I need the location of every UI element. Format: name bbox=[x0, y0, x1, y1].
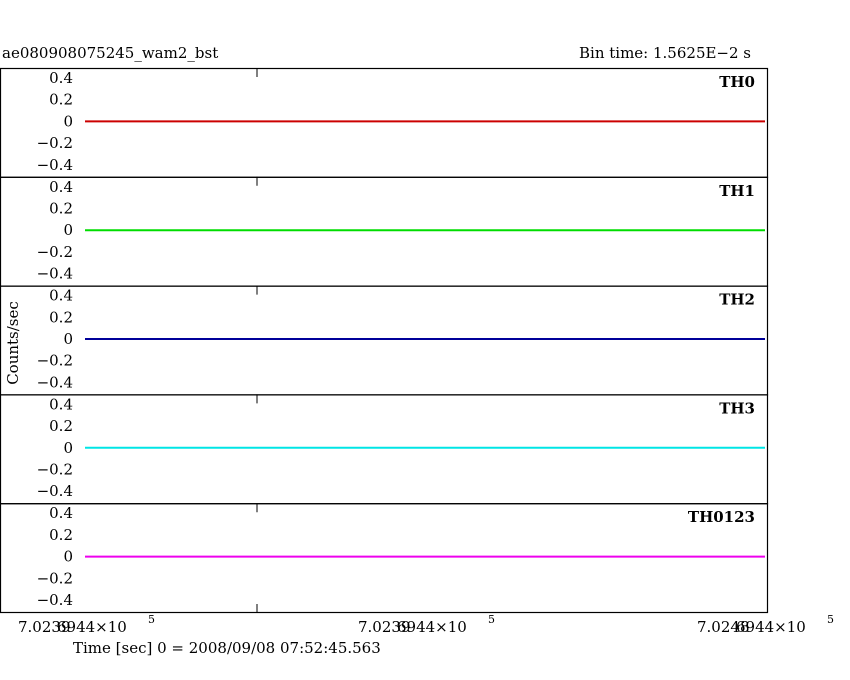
panel-frame bbox=[0, 394, 769, 505]
panel-frame bbox=[0, 176, 769, 287]
series-label-th0: TH0 bbox=[719, 73, 755, 91]
series-label-th3: TH3 bbox=[719, 399, 755, 417]
x-tick-label-base: 7.0239 bbox=[18, 618, 71, 636]
y-tick-label: −0.2 bbox=[37, 243, 73, 261]
x-tick-label-base: 7.0239 bbox=[358, 618, 411, 636]
y-tick-label: 0.2 bbox=[49, 417, 73, 435]
x-tick-label-exponent: 5 bbox=[148, 613, 155, 626]
x-tick-label-base: 7.0248 bbox=[697, 618, 750, 636]
y-tick-label: 0.4 bbox=[49, 287, 73, 305]
panel-th2: 0.4 0.2 0 −0.2 −0.4 TH2 bbox=[0, 285, 769, 396]
x-tick-label-overlay: 6944×10 bbox=[57, 618, 127, 636]
series-label-th2: TH2 bbox=[719, 291, 755, 309]
panel-th1: 0.4 0.2 0 −0.2 −0.4 TH1 bbox=[0, 176, 769, 287]
chart-title: ae080908075245_wam2_bst bbox=[2, 44, 219, 62]
y-tick-label: −0.4 bbox=[37, 156, 73, 174]
y-tick-label: 0.4 bbox=[49, 178, 73, 196]
y-tick-label: 0.2 bbox=[49, 200, 73, 218]
y-tick-label: 0 bbox=[63, 548, 73, 566]
y-tick-label: −0.4 bbox=[37, 373, 73, 391]
y-tick-label: −0.4 bbox=[37, 482, 73, 500]
y-tick-label: 0 bbox=[63, 330, 73, 348]
x-tick-label-overlay: 6944×10 bbox=[397, 618, 467, 636]
y-tick-label: 0.4 bbox=[49, 395, 73, 413]
x-tick-label-overlay: 6944×10 bbox=[736, 618, 806, 636]
y-tick-label: 0.2 bbox=[49, 91, 73, 109]
y-tick-label: −0.4 bbox=[37, 591, 73, 609]
y-tick-label: −0.2 bbox=[37, 461, 73, 479]
x-tick-label-exponent: 5 bbox=[827, 613, 834, 626]
panel-th0123: 0.4 0.2 0 −0.2 −0.4 TH0123 bbox=[0, 503, 769, 614]
panel-frame bbox=[0, 503, 769, 614]
y-tick-label: 0.4 bbox=[49, 504, 73, 522]
y-tick-label: 0.2 bbox=[49, 526, 73, 544]
x-axis-label: Time [sec] 0 = 2008/09/08 07:52:45.563 bbox=[73, 639, 381, 657]
x-tick-label-exponent: 5 bbox=[488, 613, 495, 626]
y-axis-label: Counts/sec bbox=[4, 301, 22, 385]
y-tick-label: 0.2 bbox=[49, 308, 73, 326]
y-tick-label: 0.4 bbox=[49, 69, 73, 87]
y-tick-label: 0 bbox=[63, 439, 73, 457]
y-tick-label: 0 bbox=[63, 112, 73, 130]
y-tick-label: −0.4 bbox=[37, 265, 73, 283]
panel-frame bbox=[0, 285, 769, 396]
y-tick-label: 0 bbox=[63, 221, 73, 239]
y-tick-label: −0.2 bbox=[37, 352, 73, 370]
bin-time-label: Bin time: 1.5625E−2 s bbox=[579, 44, 752, 62]
panel-th3: 0.4 0.2 0 −0.2 −0.4 TH3 bbox=[0, 394, 769, 505]
series-label-th0123: TH0123 bbox=[688, 508, 755, 526]
y-tick-label: −0.2 bbox=[37, 134, 73, 152]
y-tick-label: −0.2 bbox=[37, 569, 73, 587]
series-label-th1: TH1 bbox=[719, 182, 755, 200]
panel-frame bbox=[0, 67, 769, 178]
panel-th0: 0.4 0.2 0 −0.2 −0.4 TH0 bbox=[0, 67, 769, 178]
